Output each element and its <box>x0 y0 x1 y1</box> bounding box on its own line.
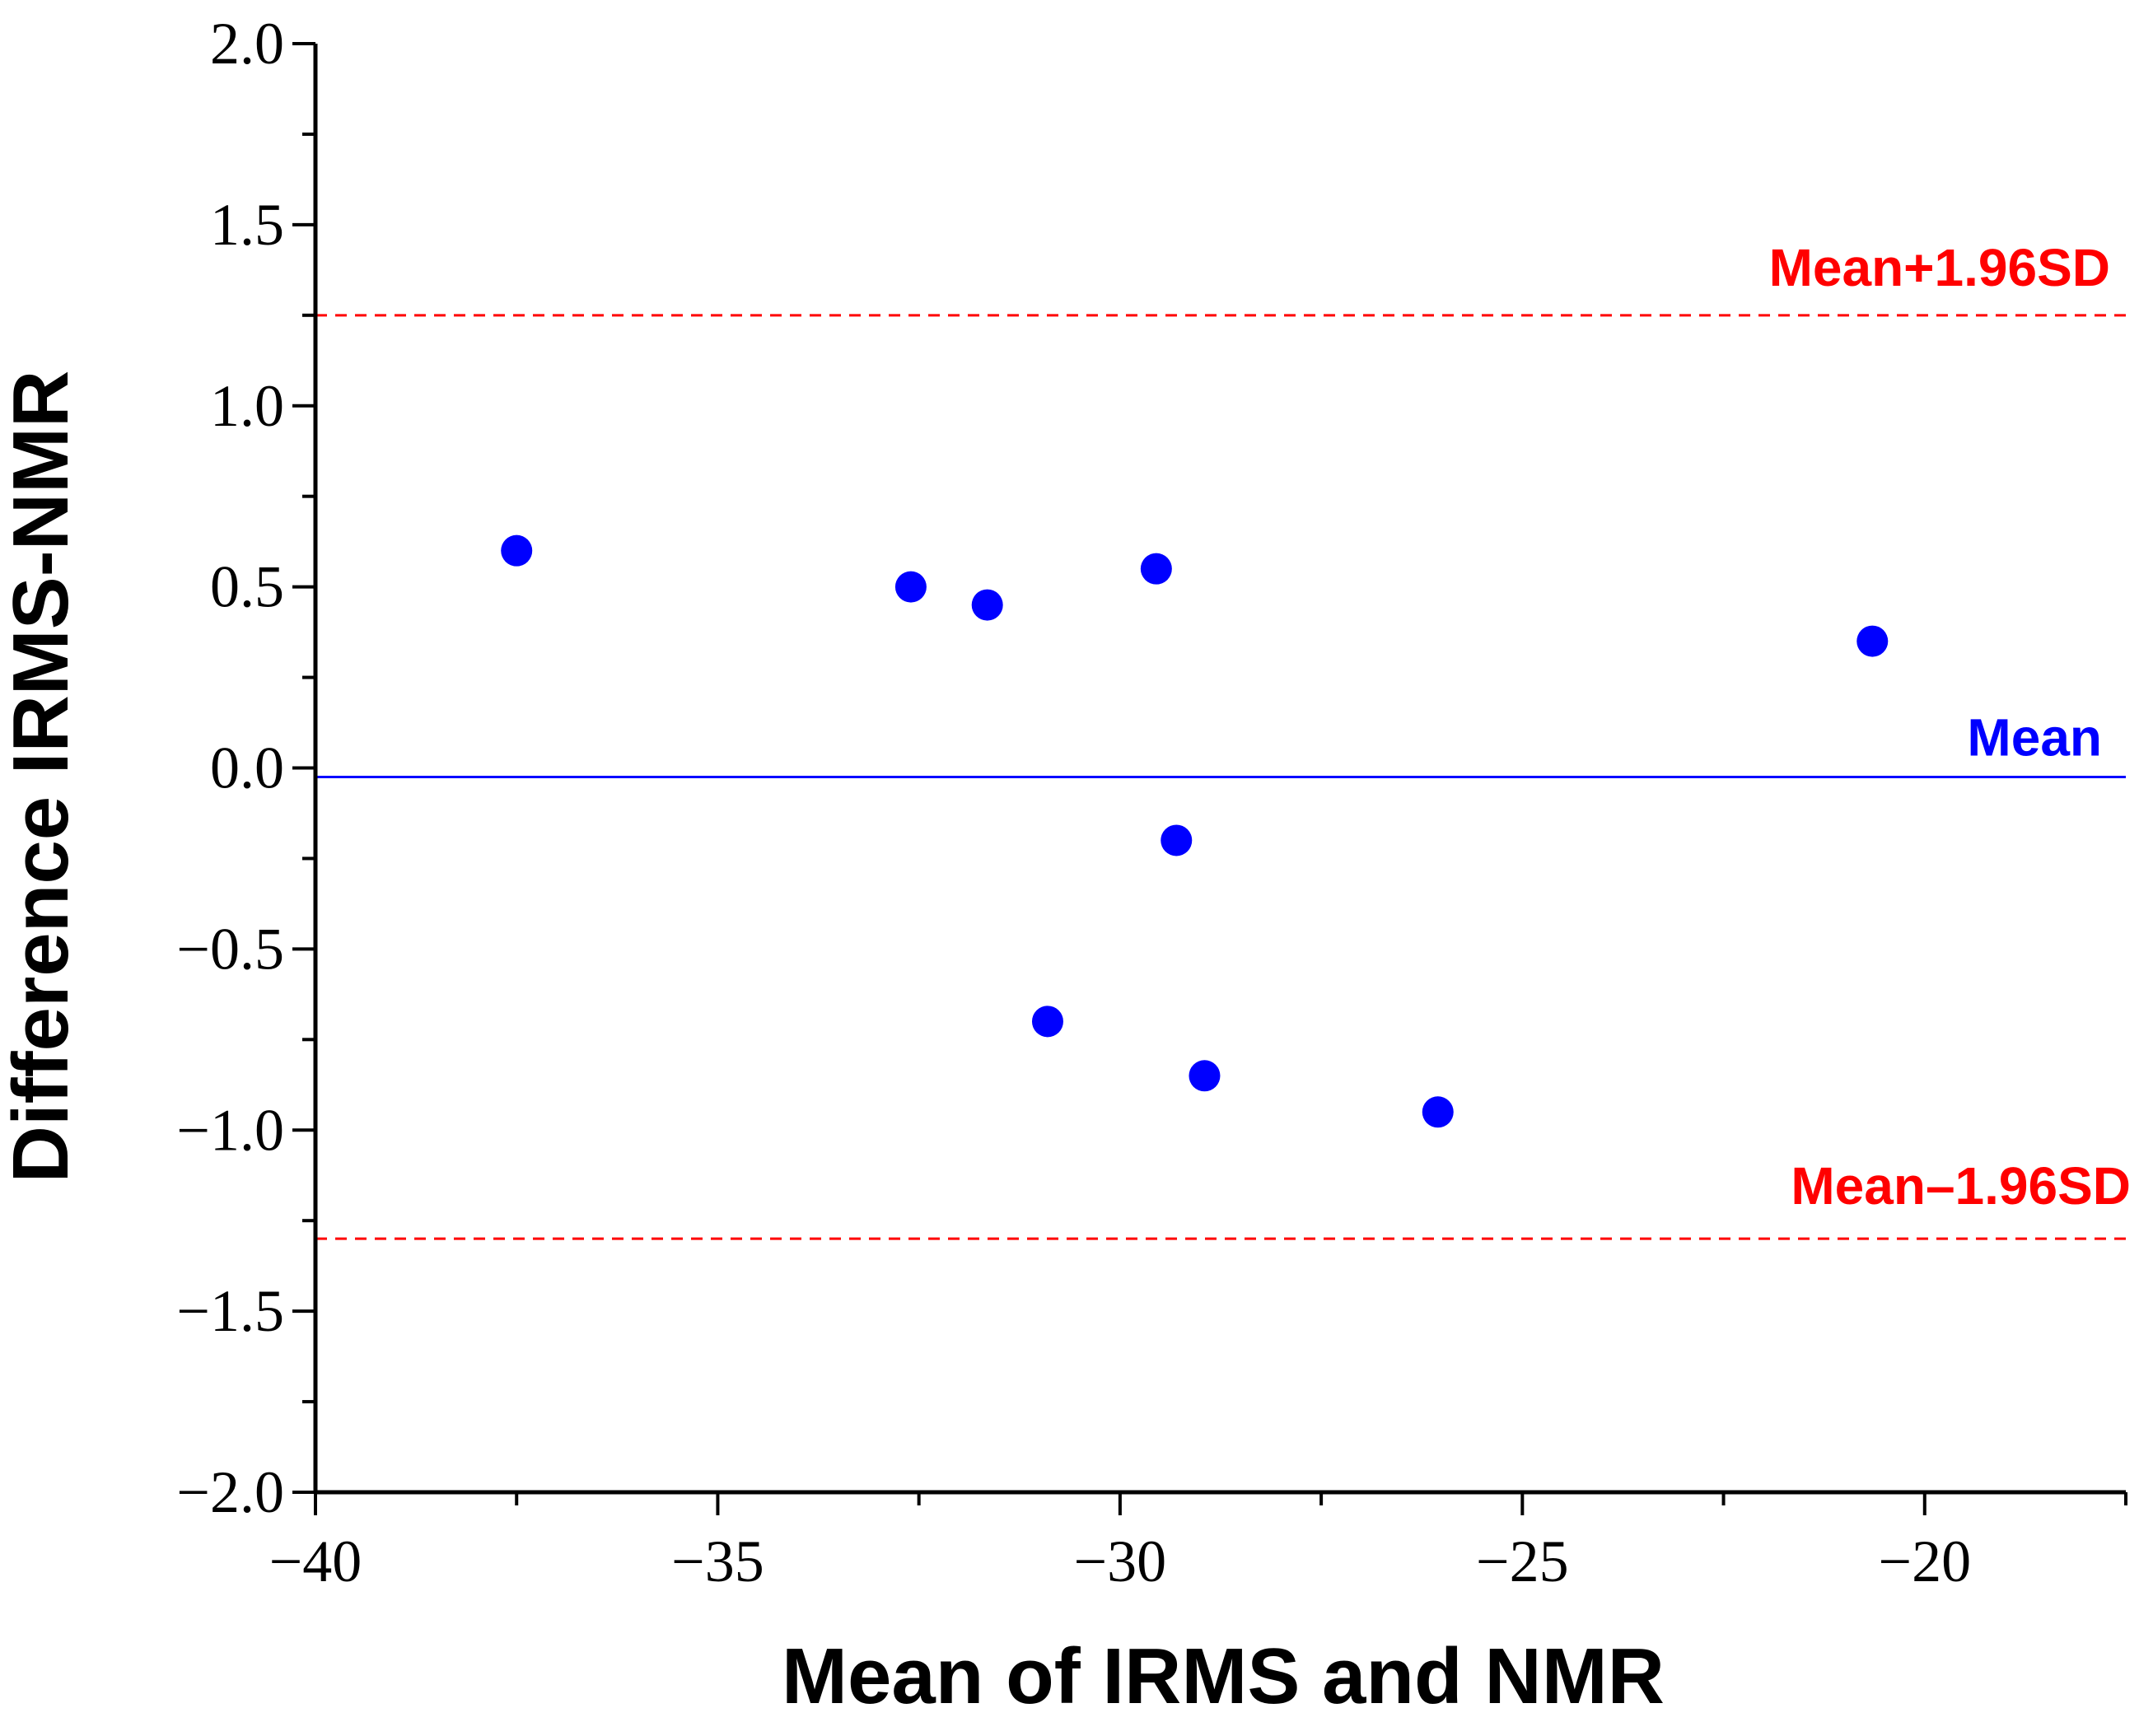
x-tick-label: −35 <box>671 1528 764 1594</box>
ref-label-mean: Mean <box>1967 707 2102 767</box>
x-axis-title: Mean of IRMS and NMR <box>782 1632 1665 1720</box>
x-tick-label: −40 <box>269 1528 362 1594</box>
y-tick-label: 1.5 <box>210 192 284 258</box>
x-tick-label: −30 <box>1074 1528 1167 1594</box>
data-point <box>1140 553 1172 585</box>
data-point <box>1422 1096 1454 1128</box>
data-point <box>1189 1060 1221 1092</box>
data-points <box>501 534 1889 1128</box>
y-tick-label: 1.0 <box>210 373 284 439</box>
x-tick-label: −20 <box>1878 1528 1971 1594</box>
data-point <box>501 534 533 567</box>
y-tick-label: −2.0 <box>176 1459 284 1525</box>
data-point <box>1856 625 1889 657</box>
y-axis-title: Difference IRMS-NMR <box>0 371 85 1183</box>
y-tick-label: −1.0 <box>176 1097 284 1163</box>
ref-label-lower: Mean–1.96SD <box>1791 1156 2131 1216</box>
y-tick-label: 0.5 <box>210 554 284 620</box>
y-tick-label: −0.5 <box>176 916 284 982</box>
y-tick-label: 0.0 <box>210 735 284 801</box>
data-point <box>1031 1006 1063 1038</box>
axes: 2.0 1.5 1.0 0.5 0.0 −0.5 −1.0 −1.5 −2.0−40 −35 −30… <box>176 11 2127 1594</box>
reference-labels: Mean+1.96SD Mean Mean–1.96SD <box>1769 238 2131 1216</box>
data-point <box>1161 824 1193 856</box>
data-point <box>971 589 1003 621</box>
y-tick-label: 2.0 <box>210 11 284 77</box>
x-tick-label: −25 <box>1476 1528 1569 1594</box>
data-point <box>894 571 927 603</box>
reference-lines <box>315 314 2126 1240</box>
ref-label-upper: Mean+1.96SD <box>1769 238 2110 297</box>
y-tick-label: −1.5 <box>176 1278 284 1344</box>
